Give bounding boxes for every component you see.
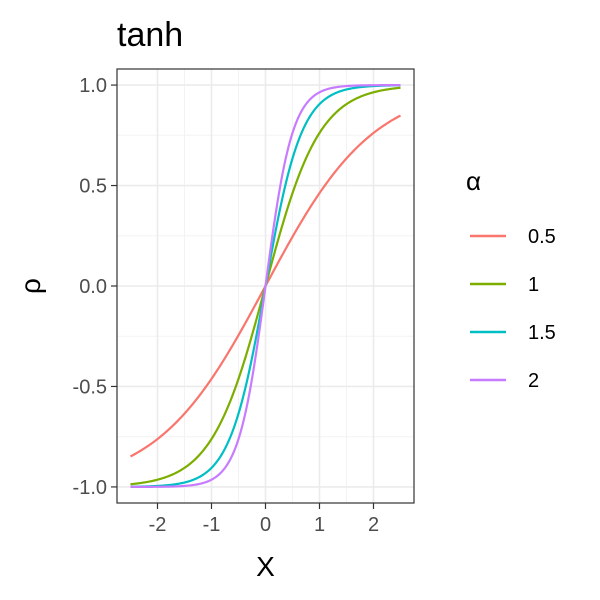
legend-title: α [466,166,481,196]
chart-title: tanh [117,16,183,54]
legend-item: 0.5 [470,226,556,248]
series-layer [129,83,402,489]
y-tick-label: 0.5 [79,176,107,198]
legend: α 0.5 1 1.5 2 [466,166,556,392]
x-tick-label: 2 [368,514,379,536]
y-tick-label: -0.5 [73,376,107,398]
legend-label: 0.5 [528,226,556,248]
x-axis-title: X [256,551,275,582]
legend-label: 2 [528,370,539,392]
x-tick-label: 1 [314,514,325,536]
x-tick-label: 0 [260,514,271,536]
legend-item: 1 [470,274,539,296]
legend-label: 1 [528,274,539,296]
y-tick-label: -1.0 [73,477,107,499]
y-axis-title: ρ [15,278,46,294]
axis-ticks: -2 -1 0 1 2 -1.0 -0.5 0.0 0.5 1.0 [73,75,380,536]
x-tick-label: -1 [203,514,221,536]
legend-label: 1.5 [528,322,556,344]
legend-item: 1.5 [470,322,556,344]
series-line-alpha-2 [130,83,401,489]
y-tick-label: 1.0 [79,75,107,97]
grid [117,69,414,503]
x-tick-label: -2 [149,514,167,536]
y-tick-label: 0.0 [79,276,107,298]
legend-item: 2 [470,370,539,392]
